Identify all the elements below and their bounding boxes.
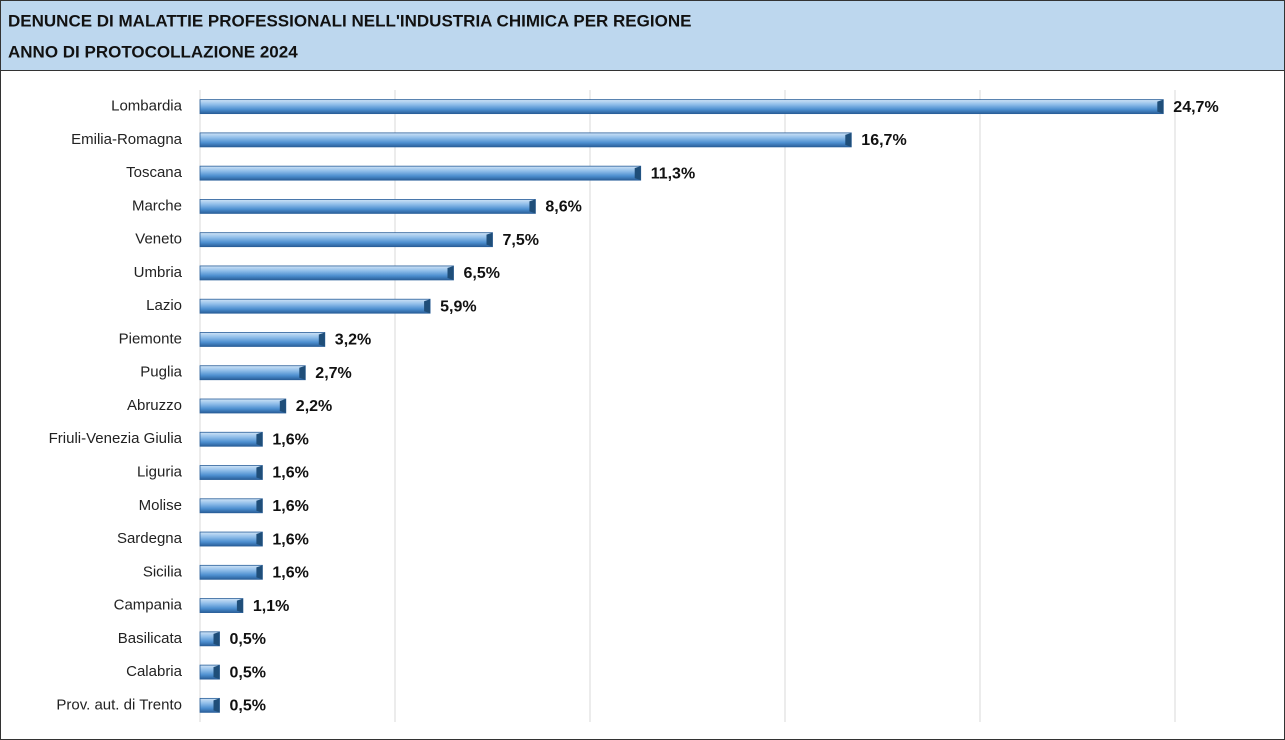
bar-cap bbox=[529, 199, 536, 214]
value-label: 1,6% bbox=[272, 498, 308, 515]
chart-subtitle: ANNO DI PROTOCOLLAZIONE 2024 bbox=[8, 42, 298, 61]
bar-cap bbox=[845, 132, 852, 147]
bar-cap bbox=[236, 598, 243, 613]
header bbox=[0, 0, 1285, 71]
bar-cap bbox=[256, 465, 263, 480]
bar-cap bbox=[447, 265, 454, 280]
bar-cap bbox=[424, 299, 431, 314]
y-tick-label: Umbria bbox=[134, 264, 183, 281]
y-tick-label: Friuli-Venezia Giulia bbox=[49, 430, 183, 447]
bar-cap bbox=[213, 665, 220, 680]
value-label: 2,7% bbox=[315, 365, 351, 382]
bar-cap bbox=[213, 631, 220, 646]
bar-cap bbox=[486, 232, 493, 247]
y-tick-label: Marche bbox=[132, 197, 182, 214]
value-label: 3,2% bbox=[335, 332, 371, 349]
value-label: 1,1% bbox=[253, 598, 289, 615]
bar-cap bbox=[256, 498, 263, 513]
bar bbox=[199, 498, 263, 514]
bar bbox=[199, 332, 326, 347]
y-tick-label: Emilia-Romagna bbox=[71, 131, 183, 148]
bar-cap bbox=[256, 565, 263, 580]
bar bbox=[199, 298, 431, 314]
value-label: 0,5% bbox=[230, 664, 266, 681]
y-tick-label: Liguria bbox=[137, 463, 183, 480]
value-label: 7,5% bbox=[503, 232, 539, 249]
bar-cap bbox=[634, 166, 641, 181]
y-tick-label: Basilicata bbox=[118, 630, 183, 647]
value-label: 16,7% bbox=[861, 132, 906, 149]
value-label: 6,5% bbox=[464, 265, 500, 282]
y-tick-label: Campania bbox=[114, 597, 183, 614]
bar bbox=[199, 199, 536, 214]
bar-cap bbox=[279, 399, 286, 413]
value-label: 8,6% bbox=[545, 199, 581, 216]
bar-cap bbox=[318, 332, 325, 347]
bar bbox=[199, 431, 263, 447]
bar bbox=[199, 265, 454, 281]
y-tick-label: Molise bbox=[139, 497, 182, 514]
y-tick-label: Sicilia bbox=[143, 563, 183, 580]
y-tick-label: Sardegna bbox=[117, 530, 183, 547]
value-label: 24,7% bbox=[1173, 99, 1218, 116]
bar bbox=[199, 132, 852, 148]
bar bbox=[199, 564, 263, 580]
y-tick-label: Lazio bbox=[146, 297, 182, 314]
y-tick-label: Puglia bbox=[140, 364, 182, 381]
bar-cap bbox=[256, 432, 263, 447]
value-label: 11,3% bbox=[651, 165, 695, 182]
bar bbox=[199, 365, 306, 381]
value-label: 0,5% bbox=[230, 631, 266, 648]
chart-title: DENUNCE DI MALATTIE PROFESSIONALI NELL'I… bbox=[8, 11, 691, 30]
y-tick-label: Piemonte bbox=[119, 330, 182, 347]
bar bbox=[199, 99, 1164, 115]
value-label: 5,9% bbox=[440, 298, 476, 315]
y-tick-label: Veneto bbox=[135, 231, 182, 248]
value-label: 2,2% bbox=[296, 398, 332, 415]
bar bbox=[199, 531, 263, 547]
bar bbox=[199, 465, 263, 480]
bar-cap bbox=[213, 698, 220, 713]
bar-cap bbox=[256, 532, 263, 547]
value-label: 0,5% bbox=[230, 698, 266, 715]
y-tick-label: Prov. aut. di Trento bbox=[56, 696, 182, 713]
value-label: 1,6% bbox=[272, 431, 308, 448]
value-label: 1,6% bbox=[272, 565, 308, 582]
bar bbox=[199, 165, 642, 181]
value-label: 1,6% bbox=[272, 465, 308, 482]
bar-cap bbox=[299, 365, 306, 380]
y-tick-label: Lombardia bbox=[111, 98, 183, 115]
bar bbox=[199, 232, 493, 248]
y-tick-label: Abruzzo bbox=[127, 397, 182, 414]
value-label: 1,6% bbox=[272, 531, 308, 548]
y-tick-label: Calabria bbox=[126, 663, 183, 680]
bar bbox=[199, 398, 287, 414]
bar-cap bbox=[1157, 99, 1164, 114]
y-tick-label: Toscana bbox=[126, 164, 183, 181]
bar bbox=[199, 598, 244, 613]
